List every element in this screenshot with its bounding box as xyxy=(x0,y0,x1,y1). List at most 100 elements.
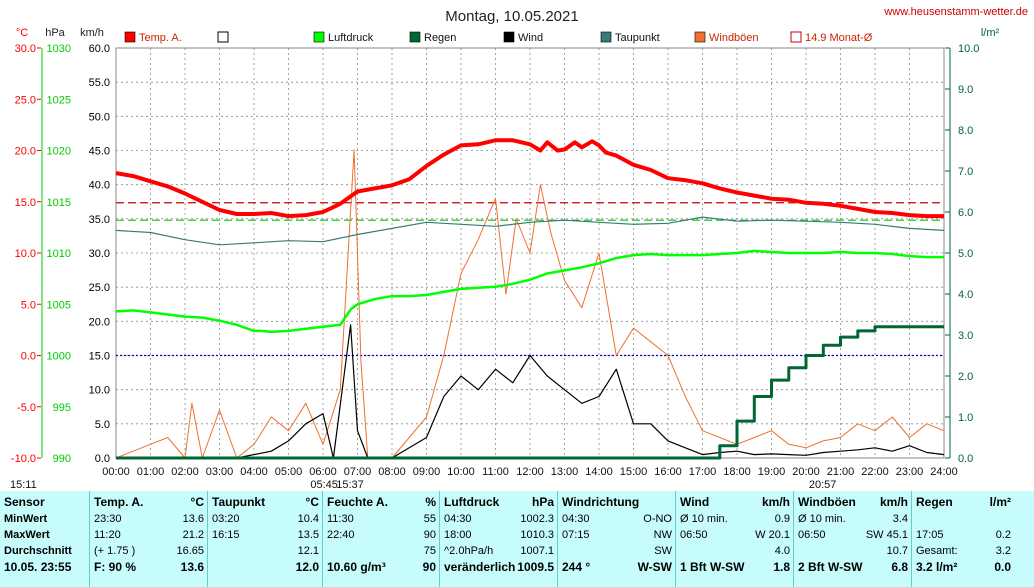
temp-min-time: 23:30 xyxy=(94,513,122,525)
legend-swatch xyxy=(790,31,802,43)
x-tick-label: 00:00 xyxy=(102,466,130,478)
legend-label: Taupunkt xyxy=(615,32,660,44)
website-label[interactable]: www.heusenstamm-wetter.de xyxy=(883,6,1028,18)
windboeen-max-time: 06:50 xyxy=(798,529,826,541)
luftdruck-min-value: 1002.3 xyxy=(520,513,554,525)
series-luftdruck xyxy=(115,249,944,334)
x-tick-label: 19:00 xyxy=(758,466,786,478)
luftdruck-column: Luftdruck hPa 04:30 1002.3 18:00 1010.3 ^2.… xyxy=(440,491,558,587)
wind-avg-value: 4.0 xyxy=(774,545,790,557)
windrichtung-min-time: 04:30 xyxy=(562,513,590,525)
temp-tick-label: 10.0 xyxy=(15,248,36,260)
luftdruck-max-value: 1010.3 xyxy=(520,529,554,541)
temp-avg-diff: (+ 1.75 ) xyxy=(94,545,136,557)
wind-tick-label: 40.0 xyxy=(89,180,110,192)
feuchte-column: Feuchte A.% 11:30 55 22:40 90 75 10.60 g/m… xyxy=(323,491,440,587)
row-label-max: MaxWert xyxy=(4,529,50,541)
wind-unit: km/h xyxy=(761,495,790,509)
luftdruck-max-time: 18:00 xyxy=(444,529,472,541)
rain-tick-label: 8.0 xyxy=(958,125,973,137)
luftdruck-current-value: 1009.5 xyxy=(517,560,554,574)
temp-unit: °C xyxy=(190,495,204,509)
x-tick-label: 01:00 xyxy=(137,466,165,478)
windboeen-header: Windböen xyxy=(798,495,856,509)
temp-tick-label: -5.0 xyxy=(17,402,36,414)
series-temp--a- xyxy=(115,138,944,219)
wind-tick-label: 50.0 xyxy=(89,111,110,123)
x-tick-label: 07:00 xyxy=(344,466,372,478)
rain-tick-label: 3.0 xyxy=(958,330,973,342)
taupunkt-max-value: 13.5 xyxy=(297,529,319,541)
x-tick-label: 02:00 xyxy=(171,466,199,478)
x-tick-label: 21:00 xyxy=(827,466,855,478)
taupunkt-min-time: 03:20 xyxy=(212,513,240,525)
pressure-tick-label: 995 xyxy=(53,402,71,414)
pressure-tick-label: 990 xyxy=(53,453,71,465)
windboeen-beaufort: 2 Bft W-SW xyxy=(798,560,863,574)
windrichtung-header: Windrichtung xyxy=(562,495,640,509)
taupunkt-header: Taupunkt xyxy=(212,495,266,509)
legend-swatch xyxy=(409,31,421,43)
windrichtung-current-value: W-SW xyxy=(637,560,672,574)
luftdruck-avg-value: 1007.1 xyxy=(520,545,554,557)
rain-tick-label: 0.0 xyxy=(958,453,973,465)
windrichtung-avg-value: SW xyxy=(654,545,672,557)
taupunkt-column: Taupunkt °C 03:20 10.4 16:15 13.5 12.1 12.0 xyxy=(208,491,323,587)
row-label-current: 10.05. 23:55 xyxy=(4,560,72,574)
windboeen-unit: km/h xyxy=(879,495,908,509)
pressure-tick-label: 1000 xyxy=(47,351,71,363)
luftdruck-forecast: veränderlich xyxy=(444,560,516,574)
series-regen xyxy=(116,325,944,460)
pressure-unit-label: hPa xyxy=(45,27,65,39)
taupunkt-min-value: 10.4 xyxy=(297,513,319,525)
wind-tick-label: 10.0 xyxy=(89,385,110,397)
windboeen-current-value: 6.8 xyxy=(891,560,908,574)
feuchte-avg-value: 75 xyxy=(423,545,436,557)
windboeen-avg-value: 10.7 xyxy=(886,545,908,557)
wind-tick-label: 60.0 xyxy=(89,43,110,55)
feuchte-min-time: 11:30 xyxy=(327,513,354,525)
legend-label: Wind xyxy=(518,32,543,44)
wind-min-value: 0.9 xyxy=(774,513,790,525)
x-tick-label: 23:00 xyxy=(896,466,924,478)
luftdruck-unit: hPa xyxy=(531,495,554,509)
feuchte-unit: % xyxy=(425,495,436,509)
taupunkt-current-value: 12.0 xyxy=(295,560,319,574)
x-tick-label: 06:00 xyxy=(309,466,337,478)
x-annotation: 20:57 xyxy=(809,479,837,491)
wind-tick-label: 30.0 xyxy=(89,248,110,260)
taupunkt-max-time: 16:15 xyxy=(212,529,240,541)
regen-header: Regen xyxy=(916,495,953,509)
wind-tick-label: 25.0 xyxy=(89,282,110,294)
wind-tick-label: 0.0 xyxy=(95,453,110,465)
temp-tick-label: 15.0 xyxy=(15,197,36,209)
x-tick-label: 12:00 xyxy=(516,466,544,478)
wind-tick-label: 5.0 xyxy=(95,419,110,431)
x-tick-label: 20:00 xyxy=(792,466,820,478)
regen-last-time: 17:05 xyxy=(916,529,944,541)
rain-tick-label: 9.0 xyxy=(958,84,973,96)
series-layer xyxy=(115,138,945,460)
windrichtung-min-value: O-NO xyxy=(643,513,672,525)
legend-swatch xyxy=(503,31,515,43)
temp-header: Temp. A. xyxy=(94,495,144,509)
legend-swatch xyxy=(124,31,136,43)
sensor-header: Sensor xyxy=(4,495,45,509)
windrichtung-max-value: NW xyxy=(653,529,672,541)
x-tick-label: 03:00 xyxy=(206,466,234,478)
regen-unit: l/m² xyxy=(989,495,1011,509)
wind-column: Wind km/h Ø 10 min. 0.9 06:50 W 20.1 4.0 1 … xyxy=(676,491,794,587)
temp-current-humidity: F: 90 % xyxy=(94,560,137,574)
temp-tick-label: -10.0 xyxy=(11,453,36,465)
legend-swatch xyxy=(313,31,325,43)
feuchte-min-value: 55 xyxy=(423,513,436,525)
legend-label: Temp. A. xyxy=(139,32,182,44)
x-tick-label: 15:00 xyxy=(620,466,648,478)
statistics-table: Sensor MinWert MaxWert Durchschnitt 10.0… xyxy=(0,491,1034,587)
x-annotation: 05:45 xyxy=(310,479,338,491)
row-label-min: MinWert xyxy=(4,513,48,525)
rain-tick-label: 1.0 xyxy=(958,412,973,424)
windboeen-min-label: Ø 10 min. xyxy=(798,513,846,525)
temp-tick-label: 25.0 xyxy=(15,94,36,106)
x-tick-label: 24:00 xyxy=(930,466,958,478)
